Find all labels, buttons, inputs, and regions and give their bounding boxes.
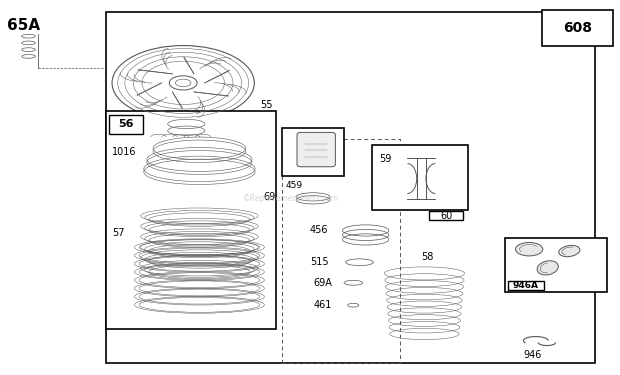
Text: 55: 55 xyxy=(260,100,273,110)
Ellipse shape xyxy=(559,245,580,257)
Text: 461: 461 xyxy=(313,300,332,310)
Text: ©ReplacementParts.com: ©ReplacementParts.com xyxy=(243,194,340,203)
Bar xyxy=(542,10,613,45)
Ellipse shape xyxy=(516,243,542,256)
Text: 459: 459 xyxy=(285,181,303,190)
Text: 60: 60 xyxy=(441,210,453,220)
Ellipse shape xyxy=(112,45,254,120)
Bar xyxy=(508,281,544,290)
Bar xyxy=(282,139,400,363)
Text: 946A: 946A xyxy=(513,281,539,290)
FancyBboxPatch shape xyxy=(297,132,335,167)
Text: 69: 69 xyxy=(264,192,276,202)
Text: 515: 515 xyxy=(310,257,329,267)
Ellipse shape xyxy=(169,76,197,90)
Bar xyxy=(430,211,463,220)
Bar xyxy=(106,111,276,330)
Text: 58: 58 xyxy=(422,252,434,262)
Text: 59: 59 xyxy=(379,154,392,164)
Text: 69A: 69A xyxy=(313,278,332,288)
Bar xyxy=(505,238,607,292)
Text: 1016: 1016 xyxy=(112,147,136,157)
Text: 608: 608 xyxy=(563,21,592,35)
Ellipse shape xyxy=(175,79,191,87)
Bar xyxy=(372,144,467,210)
Text: 456: 456 xyxy=(310,225,329,236)
Text: 56: 56 xyxy=(118,119,134,129)
Text: 65A: 65A xyxy=(7,18,40,33)
Text: 57: 57 xyxy=(112,228,125,238)
Bar xyxy=(109,115,143,134)
Bar xyxy=(106,12,595,363)
Text: 946: 946 xyxy=(523,350,542,360)
Bar xyxy=(282,128,344,176)
Ellipse shape xyxy=(537,261,558,275)
